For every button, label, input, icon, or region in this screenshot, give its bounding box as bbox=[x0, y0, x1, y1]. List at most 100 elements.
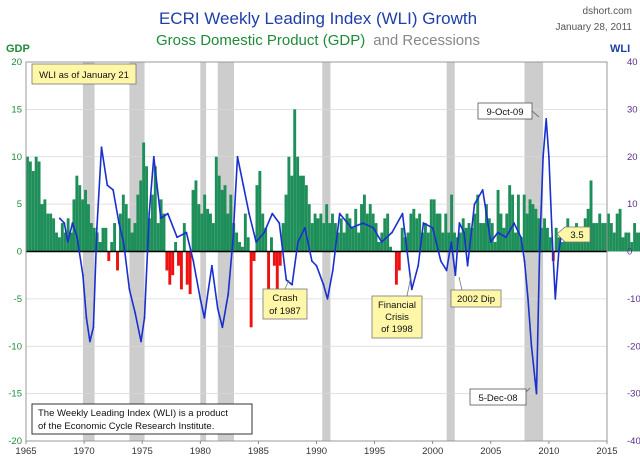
gdp-bar bbox=[243, 213, 247, 252]
gdp-bar bbox=[124, 204, 128, 252]
gdp-bar bbox=[435, 213, 439, 252]
gdp-bar bbox=[203, 194, 207, 252]
x-tick-label: 1965 bbox=[15, 446, 36, 457]
source-note-line1: The Weekly Leading Index (WLI) is a prod… bbox=[38, 408, 228, 419]
gdp-bar bbox=[89, 223, 93, 252]
gdp-bar bbox=[81, 199, 85, 252]
gdp-bar bbox=[78, 185, 82, 252]
gdp-bar bbox=[191, 189, 195, 252]
gdp-bar bbox=[182, 223, 186, 252]
gdp-bar bbox=[249, 251, 253, 328]
left-tick-label: 0 bbox=[17, 247, 22, 258]
source-note: The Weekly Leading Index (WLI) is a prod… bbox=[31, 403, 253, 435]
gdp-bar bbox=[226, 213, 230, 252]
wli-point bbox=[527, 297, 529, 300]
gdp-bar bbox=[467, 223, 471, 252]
gdp-bar bbox=[621, 237, 625, 252]
gdp-bar bbox=[607, 213, 610, 252]
gdp-bar bbox=[185, 251, 189, 285]
gdp-bar bbox=[342, 232, 346, 252]
wli-point bbox=[148, 212, 151, 215]
crash-1987-line1: Crash bbox=[272, 293, 297, 304]
gdp-bar bbox=[365, 213, 369, 252]
x-tick-label: 1975 bbox=[132, 446, 153, 457]
wli-point bbox=[211, 264, 213, 267]
gdp-bar bbox=[493, 242, 497, 252]
wli-point bbox=[473, 203, 476, 206]
wli-point bbox=[520, 236, 522, 239]
dip-2002-callout: 2002 Dip bbox=[450, 276, 502, 308]
gdp-bar bbox=[636, 232, 639, 252]
site-name: dshort.com bbox=[583, 6, 632, 17]
wli-point bbox=[380, 241, 383, 243]
wli-point bbox=[548, 155, 550, 158]
left-tick-label: 20 bbox=[11, 57, 22, 68]
gdp-bar bbox=[209, 213, 212, 252]
gdp-bar bbox=[63, 232, 67, 252]
right-tick-label: -30 bbox=[627, 389, 640, 400]
wli-point bbox=[66, 241, 69, 243]
current-value-label: 3.5 bbox=[570, 230, 583, 241]
wli-point bbox=[263, 231, 266, 234]
gdp-bar bbox=[162, 213, 166, 252]
left-axis-title: GDP bbox=[6, 43, 30, 55]
gdp-bar bbox=[336, 232, 340, 252]
wli-point bbox=[466, 264, 469, 267]
wli-point bbox=[542, 155, 544, 158]
gdp-bar bbox=[307, 204, 311, 252]
wli-point bbox=[535, 392, 538, 395]
gdp-bar bbox=[133, 223, 137, 252]
wli-point bbox=[496, 231, 499, 234]
gdp-bar bbox=[627, 232, 631, 252]
publish-date: January 28, 2011 bbox=[555, 22, 632, 33]
gdp-bar bbox=[139, 180, 143, 252]
gdp-bar bbox=[264, 227, 268, 252]
gdp-bar bbox=[293, 109, 297, 252]
gdp-bar bbox=[136, 194, 140, 252]
wli-point bbox=[231, 241, 234, 243]
gdp-bar bbox=[525, 213, 529, 252]
crash-1987-callout: Crash of 1987 bbox=[262, 279, 308, 320]
wli-point bbox=[58, 217, 61, 220]
gdp-bar bbox=[101, 227, 105, 252]
peak-callout: 9-Oct-09 bbox=[477, 102, 540, 120]
gdp-bar bbox=[34, 156, 38, 252]
wli-point bbox=[143, 316, 146, 319]
gdp-bar bbox=[429, 199, 433, 252]
wli-point bbox=[278, 222, 281, 224]
right-tick-label: -10 bbox=[627, 294, 640, 305]
wli-point bbox=[489, 241, 492, 243]
gdp-bar bbox=[301, 175, 305, 252]
gdp-bar bbox=[360, 204, 363, 252]
gdp-bar bbox=[543, 218, 546, 252]
gdp-bar bbox=[499, 213, 503, 252]
gdp-bar bbox=[252, 251, 256, 261]
gdp-bar bbox=[214, 156, 218, 252]
gdp-bar bbox=[406, 232, 410, 252]
gdp-bar bbox=[130, 232, 134, 252]
gdp-bar bbox=[389, 246, 393, 252]
gdp-bar bbox=[255, 185, 259, 252]
gdp-bar bbox=[325, 204, 329, 252]
gdp-bar bbox=[470, 227, 474, 252]
chart-subtitle: Gross Domestic Product (GDP) and Recessi… bbox=[156, 32, 480, 49]
gdp-bar bbox=[560, 242, 564, 252]
wli-point bbox=[185, 231, 188, 234]
wli-point bbox=[89, 340, 91, 343]
gdp-bar bbox=[104, 227, 108, 252]
wli-point bbox=[463, 231, 465, 234]
wli-series bbox=[58, 117, 563, 395]
gdp-bar bbox=[374, 223, 378, 252]
gdp-bar bbox=[113, 223, 117, 252]
gdp-bar bbox=[235, 232, 239, 252]
x-tick-label: 1990 bbox=[306, 446, 327, 457]
gdp-bar bbox=[240, 246, 244, 252]
gdp-bar bbox=[28, 161, 32, 252]
wli-point bbox=[481, 189, 484, 191]
gdp-bar bbox=[290, 175, 294, 252]
gdp-bar bbox=[177, 251, 180, 266]
x-tick-label: 1985 bbox=[248, 446, 269, 457]
wli-point bbox=[331, 269, 334, 272]
wli-point bbox=[192, 260, 195, 262]
